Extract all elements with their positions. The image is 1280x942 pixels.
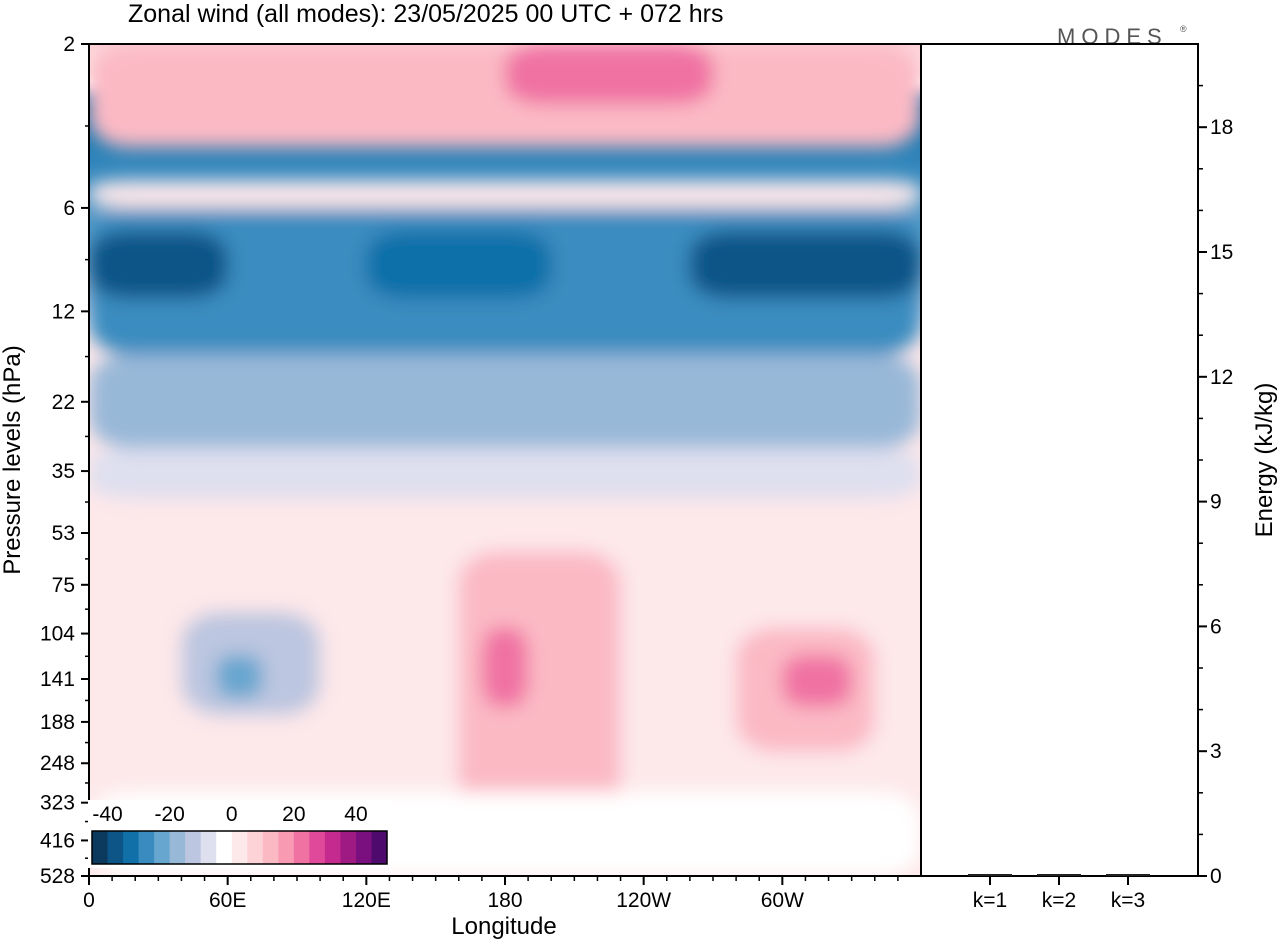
energy-category-label: k=2	[1042, 889, 1076, 912]
y-axis-ticks: 2 6 12 22 35 53 75 104 141 188 248 323 416 528	[40, 33, 89, 888]
heatmap-region-2	[505, 44, 713, 105]
energy-frame	[920, 43, 1199, 877]
energy-axis-label: Energy (kJ/kg)	[1251, 383, 1278, 538]
colorbar-swatch	[169, 831, 186, 864]
colorbar-swatch	[216, 831, 233, 864]
heatmap-region-7	[689, 230, 921, 299]
energy-tick-label: 0	[1210, 865, 1222, 888]
y-tick-label: 141	[40, 668, 75, 691]
colorbar-swatch	[154, 831, 171, 864]
y-tick-label: 2	[63, 33, 75, 56]
colorbar-tick-label: -40	[92, 803, 122, 826]
heatmap-field	[89, 44, 921, 876]
energy-bars	[968, 874, 1150, 876]
heatmap-region-1	[89, 44, 921, 148]
heatmap-region-14	[481, 627, 529, 707]
colorbar-swatch	[200, 831, 217, 864]
x-axis-label: Longitude	[451, 913, 556, 940]
energy-bar	[1037, 874, 1081, 876]
colorbar-tick-label: 20	[282, 803, 305, 826]
colorbar-swatch	[231, 831, 248, 864]
y-tick-label: 104	[40, 623, 75, 646]
y-tick-label: 188	[40, 711, 75, 734]
colorbar-swatch	[138, 831, 155, 864]
energy-axis-ticks: 0 3 6 9 12 15 18	[1198, 84, 1233, 888]
colorbar: -40 -20 0 20 40	[88, 800, 391, 868]
colorbar-swatch	[92, 831, 109, 864]
energy-category-label: k=1	[973, 889, 1007, 912]
heatmap-region-3	[89, 180, 921, 208]
y-tick-label: 323	[40, 792, 75, 815]
y-tick-label: 6	[63, 197, 75, 220]
x-tick-label: 120W	[616, 889, 671, 912]
colorbar-swatch	[309, 831, 326, 864]
x-tick-label: 60E	[209, 889, 246, 912]
energy-tick-label: 18	[1210, 116, 1233, 139]
heatmap-region-12	[216, 654, 263, 698]
y-tick-label: 248	[40, 752, 75, 775]
colorbar-tick-label: 40	[344, 803, 367, 826]
colorbar-frame	[91, 830, 388, 865]
colorbar-tick-label: 0	[226, 803, 238, 826]
x-tick-label: 120E	[342, 889, 391, 912]
brand-mark: ®	[1180, 24, 1187, 34]
heatmap-region-5	[89, 230, 228, 299]
energy-bar	[1106, 874, 1150, 876]
energy-tick-label: 3	[1210, 740, 1222, 763]
x-tick-label: 0	[83, 889, 95, 912]
chart-title: Zonal wind (all modes): 23/05/2025 00 UT…	[128, 0, 723, 28]
y-tick-label: 22	[52, 391, 75, 414]
x-tick-label: 180	[487, 889, 522, 912]
colorbar-swatch	[107, 831, 124, 864]
energy-category-label: k=3	[1111, 889, 1145, 912]
colorbar-swatch	[371, 831, 388, 864]
colorbar-swatch	[278, 831, 295, 864]
y-tick-label: 416	[40, 829, 75, 852]
y-tick-label: 35	[52, 460, 75, 483]
heatmap-region-6	[366, 230, 552, 299]
y-axis-label: Pressure levels (hPa)	[0, 345, 26, 574]
heatmap-region-16	[782, 654, 852, 707]
energy-category-ticks: k=1 k=2 k=3	[973, 876, 1145, 912]
energy-tick-label: 12	[1210, 366, 1233, 389]
energy-tick-label: 15	[1210, 241, 1233, 264]
heatmap-region-8	[89, 354, 921, 449]
colorbar-tick-label: -20	[154, 803, 184, 826]
energy-panel: 0 3 6 9 12 15 18 k=1 k=2 k=3 Energy (kJ/kg)	[920, 43, 1278, 912]
y-tick-label: 12	[52, 300, 75, 323]
y-tick-label: 528	[40, 865, 75, 888]
heatmap-region-13	[458, 551, 621, 815]
energy-tick-label: 9	[1210, 491, 1222, 514]
y-tick-label: 75	[52, 574, 75, 597]
colorbar-swatch	[262, 831, 279, 864]
colorbar-swatch	[355, 831, 372, 864]
colorbar-swatch	[123, 831, 140, 864]
y-tick-label: 53	[52, 522, 75, 545]
colorbar-swatch	[324, 831, 341, 864]
brand-logo: MODES ®	[1057, 24, 1187, 49]
brand-text: MODES	[1057, 24, 1168, 49]
colorbar-swatch	[293, 831, 310, 864]
colorbar-swatch	[185, 831, 202, 864]
x-tick-label: 60W	[761, 889, 804, 912]
colorbar-swatch	[340, 831, 357, 864]
heatmap-region-9	[89, 448, 921, 499]
energy-bar	[968, 874, 1012, 876]
colorbar-swatch	[247, 831, 264, 864]
energy-tick-label: 6	[1210, 615, 1222, 638]
x-axis-ticks: 0 60E 120E 180 120W 60W	[83, 876, 899, 912]
